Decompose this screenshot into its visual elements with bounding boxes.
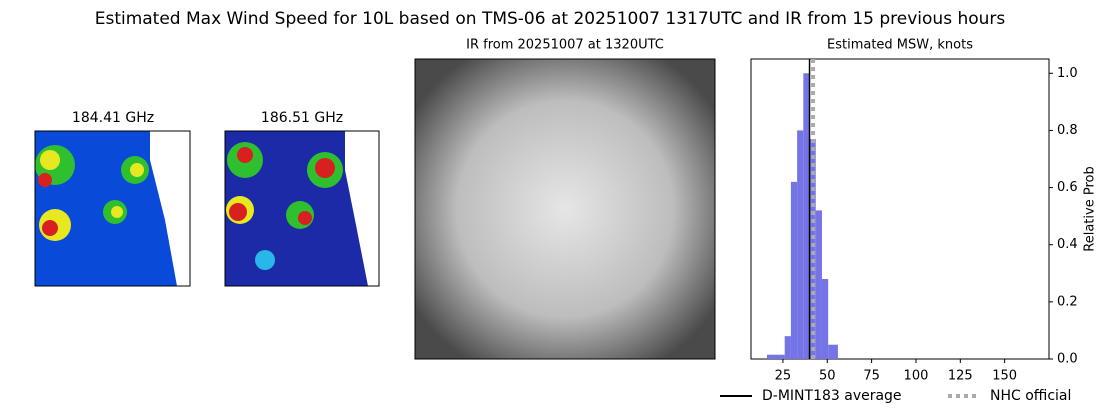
y-tick-label: 0.4 [1057, 237, 1078, 252]
x-tick-label: 75 [863, 369, 880, 384]
bar [803, 73, 810, 360]
bar [809, 139, 816, 359]
y-tick-label: 0.2 [1057, 294, 1078, 309]
bar [784, 336, 791, 359]
bar [828, 344, 838, 359]
y-tick-label: 0.0 [1057, 352, 1078, 367]
y-tick-label: 0.8 [1057, 123, 1078, 138]
chart-title: Estimated MSW, knots [827, 38, 973, 53]
plot-frame [750, 58, 1050, 360]
legend-label: D-MINT183 average [762, 388, 902, 404]
panel-title: IR from 20251007 at 1320UTC [466, 38, 664, 53]
bar [821, 279, 829, 359]
figure-title: Estimated Max Wind Speed for 10L based o… [95, 9, 1006, 29]
bar [790, 181, 798, 359]
microwave-image [224, 130, 380, 287]
panel-title: 184.41 GHz [72, 110, 154, 126]
x-tick-label: 125 [948, 369, 973, 384]
microwave-image [34, 130, 191, 287]
panel-title: 186.51 GHz [261, 110, 343, 126]
y-tick-label: 0.6 [1057, 180, 1078, 195]
bar [766, 354, 785, 359]
ir-image [414, 58, 716, 360]
y-axis-label: Relative Prob [1083, 166, 1098, 251]
x-tick-label: 25 [775, 369, 792, 384]
bar [797, 130, 804, 359]
x-tick-label: 150 [992, 369, 1017, 384]
x-tick-label: 100 [904, 369, 929, 384]
x-tick-label: 50 [819, 369, 836, 384]
y-tick-label: 1.0 [1057, 66, 1078, 81]
bar [815, 210, 822, 359]
legend-label: NHC official [990, 388, 1071, 404]
